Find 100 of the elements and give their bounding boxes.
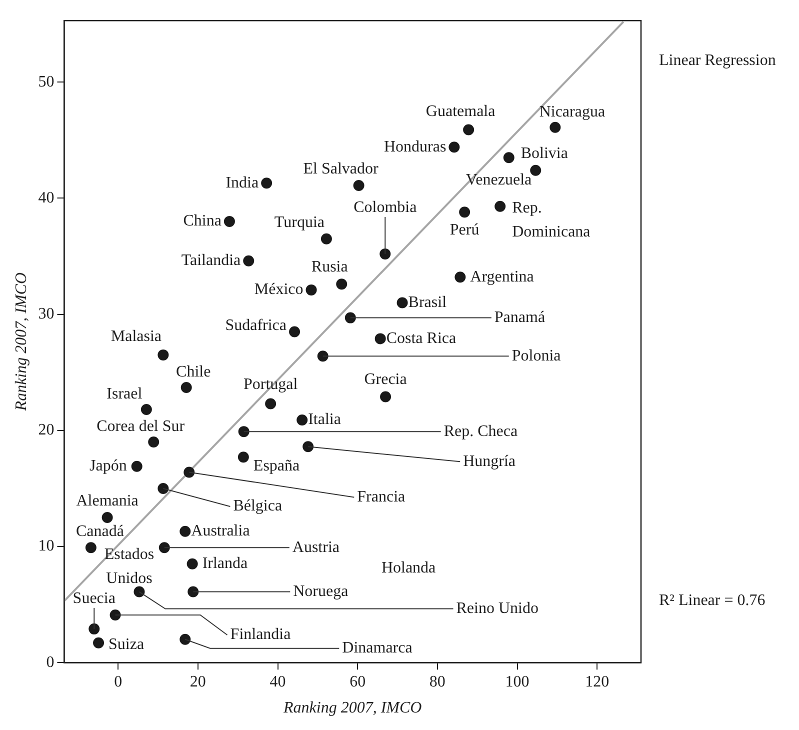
annotation: Finlandia <box>230 626 291 644</box>
point <box>448 142 460 153</box>
point <box>296 414 308 426</box>
x-tick-label: 80 <box>429 673 446 690</box>
point <box>238 426 250 438</box>
point <box>302 441 314 452</box>
annotation: Dinamarca <box>342 640 412 657</box>
point <box>88 623 100 634</box>
annotation: Francia <box>357 488 406 506</box>
point <box>148 436 160 448</box>
annotation: Rusia <box>311 258 348 276</box>
x-tick-label: 40 <box>270 673 286 690</box>
annotation: Suecia <box>72 590 116 608</box>
point <box>180 526 191 537</box>
annotation: Austria <box>292 538 340 556</box>
annotation: Japón <box>90 458 127 475</box>
annotation: Rep. Dominicana <box>512 200 590 241</box>
annotation: Panamá <box>494 309 546 326</box>
point <box>396 297 408 308</box>
point <box>85 542 96 554</box>
point <box>530 164 542 176</box>
point <box>158 542 170 554</box>
annotation: Reino Unido <box>456 600 538 617</box>
annotation: Israel <box>106 386 143 403</box>
point <box>380 248 391 260</box>
annotation: Italia <box>308 411 341 428</box>
annotation: Sudafrica <box>225 316 287 334</box>
point <box>186 558 198 570</box>
y-tick-label: 40 <box>38 189 54 206</box>
x-tick-label: 100 <box>505 673 530 690</box>
y-tick-label: 0 <box>46 654 54 671</box>
annotation: Estados Unidos <box>104 546 154 587</box>
point <box>158 349 169 360</box>
point <box>289 326 300 338</box>
y-tick-label: 30 <box>38 306 54 323</box>
y-tick-label: 50 <box>38 73 54 90</box>
point <box>184 466 195 478</box>
point <box>503 152 514 164</box>
text: Linear Regression <box>659 52 776 69</box>
x-tick-label: 20 <box>190 673 206 690</box>
point <box>238 452 249 463</box>
annotation: Colombia <box>354 199 417 216</box>
annotation: Irlanda <box>202 555 248 572</box>
point <box>459 206 470 218</box>
x-tick-label: 0 <box>114 673 122 690</box>
point <box>336 278 348 290</box>
annotation: Malasia <box>110 328 162 346</box>
annotation: Noruega <box>293 582 348 600</box>
x-tick-label: 120 <box>585 673 610 690</box>
point <box>102 512 113 523</box>
annotation: Brasil <box>408 294 448 311</box>
annotation: India <box>226 174 259 192</box>
annotation: El Salvador <box>303 160 380 178</box>
point <box>353 180 364 191</box>
y-axis-title: Ranking 2007, IMCO <box>12 272 30 412</box>
annotation: Hungría <box>463 452 516 470</box>
annotation: Costa Rica <box>386 330 456 347</box>
y-tick-label: 10 <box>38 538 54 555</box>
point <box>158 482 169 494</box>
annotation: Grecia <box>364 370 407 388</box>
annotation: Turquia <box>274 214 324 232</box>
annotation: Guatemala <box>426 102 496 120</box>
point <box>320 233 332 244</box>
annotation: Rep. Checa <box>444 422 518 440</box>
point <box>188 586 199 598</box>
annotation: Alemania <box>76 492 138 510</box>
annotation: Polonia <box>512 347 561 364</box>
point <box>93 637 104 648</box>
annotation: Tailandia <box>181 252 241 270</box>
point <box>550 122 561 133</box>
point <box>224 216 235 227</box>
point <box>261 178 272 189</box>
annotation: España <box>253 457 300 474</box>
annotation: Canadá <box>76 522 124 540</box>
y-tick-label: 20 <box>38 422 54 439</box>
x-tick-label: 60 <box>350 673 366 690</box>
annotation: Bélgica <box>233 498 282 515</box>
annotation: China <box>183 212 222 230</box>
x-axis-title: Ranking 2007, IMCO <box>282 700 422 717</box>
text: R² Linear = 0.76 <box>659 592 766 609</box>
point <box>344 312 356 324</box>
point <box>454 272 466 283</box>
annotation: México <box>254 281 304 298</box>
annotation: Portugal <box>243 376 298 393</box>
annotation: Suiza <box>108 636 144 654</box>
point <box>131 460 142 472</box>
point <box>180 382 192 393</box>
point <box>243 255 254 266</box>
annotation: Venezuela <box>466 172 532 189</box>
annotation: Argentina <box>470 268 534 286</box>
point <box>380 391 392 402</box>
annotation: Australia <box>191 522 250 540</box>
point <box>317 350 328 362</box>
annotation: Bolivia <box>520 144 568 162</box>
point <box>306 284 317 296</box>
point <box>494 200 506 212</box>
point <box>265 398 276 410</box>
point <box>463 124 474 136</box>
point <box>134 586 145 598</box>
annotation: Nicaragua <box>539 104 606 121</box>
